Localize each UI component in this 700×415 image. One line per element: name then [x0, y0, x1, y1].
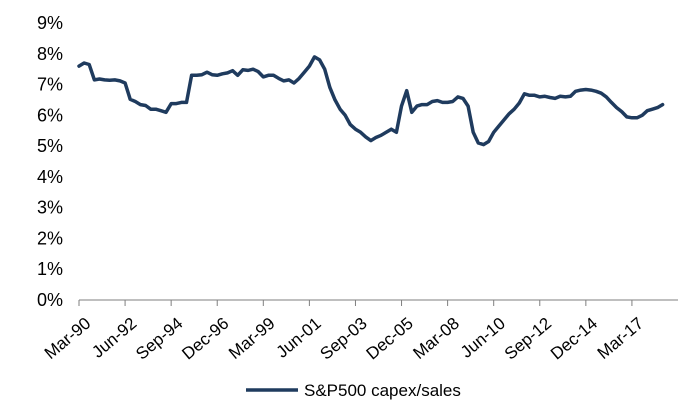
y-tick-label: 3% [37, 198, 63, 218]
x-tick-label: Dec-14 [547, 314, 601, 364]
x-tick-label: Mar-08 [409, 314, 462, 363]
series-line [77, 55, 665, 147]
y-tick-label: 2% [37, 228, 63, 248]
series-layer [77, 55, 665, 147]
x-tick-label: Mar-99 [225, 314, 278, 363]
y-tick-label: 7% [37, 75, 63, 95]
x-tick-label: Sep-12 [501, 314, 555, 364]
x-tick-label: Mar-90 [41, 314, 94, 363]
x-axis-ticks: Mar-90Jun-92Sep-94Dec-96Mar-99Jun-01Sep-… [41, 300, 647, 363]
x-tick-label: Jun-10 [457, 314, 509, 362]
y-axis-ticks: 0% 1% 2% 3% 4% 5% 6% 7% 8% 9% [37, 13, 63, 310]
y-tick-label: 4% [37, 167, 63, 187]
x-tick-label: Jun-01 [273, 314, 325, 362]
legend-label: S&P500 capex/sales [304, 381, 461, 400]
y-tick-label: 8% [37, 44, 63, 64]
y-tick-label: 1% [37, 259, 63, 279]
x-tick-label: Mar-17 [594, 314, 647, 363]
legend: S&P500 capex/sales [246, 381, 461, 400]
y-tick-label: 0% [37, 290, 63, 310]
x-tick-label: Sep-94 [132, 314, 186, 364]
x-tick-label: Dec-96 [178, 314, 232, 364]
x-tick-label: Jun-92 [88, 314, 140, 362]
x-tick-label: Dec-05 [363, 314, 417, 364]
y-tick-label: 9% [37, 13, 63, 33]
y-tick-label: 6% [37, 105, 63, 125]
x-tick-label: Sep-03 [317, 314, 371, 364]
y-tick-label: 5% [37, 136, 63, 156]
